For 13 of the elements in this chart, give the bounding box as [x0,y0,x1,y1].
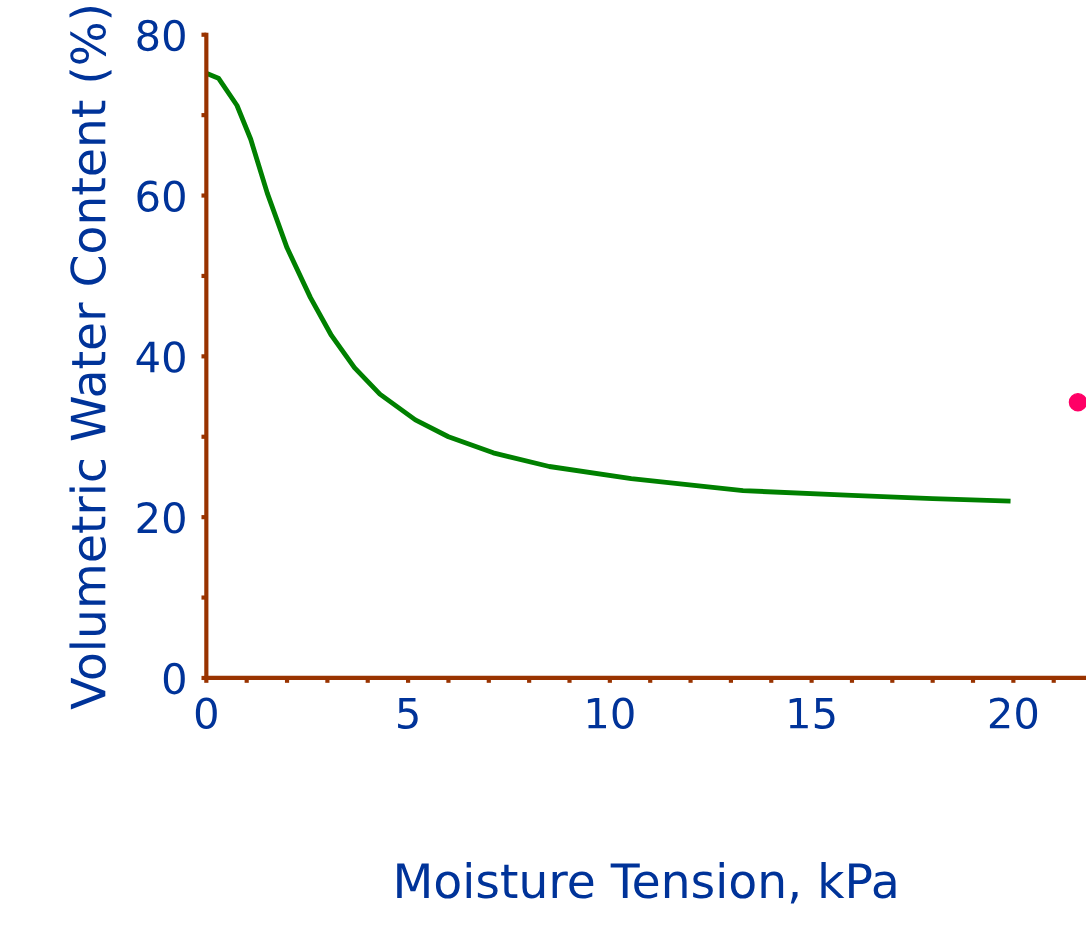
y-tick-label: 80 [137,19,185,52]
x-tick-label: 0 [195,697,217,729]
y-tick-label: 60 [137,180,185,212]
y-axis-title: Volumetric Water Content (%) [69,7,112,710]
x-tick-label: 5 [398,697,418,729]
x-axis-title: Moisture Tension, kPa [397,862,896,904]
line-series [206,70,1013,504]
y-tick-label: 0 [163,662,185,695]
x-tick-label: 10 [587,697,634,729]
x-tick-label: 15 [789,697,835,729]
x-tick-label: 20 [989,697,1038,729]
y-tick-label: 20 [137,502,185,534]
y-tick-label: 40 [136,341,185,373]
